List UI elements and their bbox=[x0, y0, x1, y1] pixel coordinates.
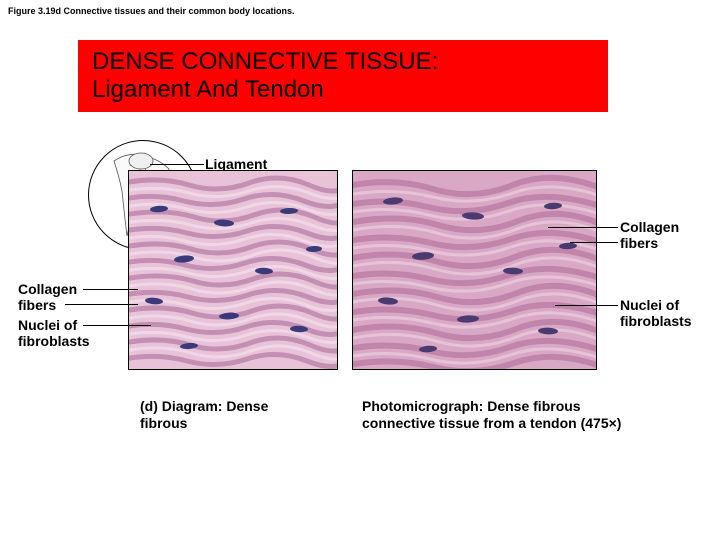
collagen-fibers-label-right: Collagen fibers bbox=[620, 219, 679, 251]
leader-line bbox=[83, 325, 151, 326]
photo-caption-bold: Photomicrograph: bbox=[362, 398, 487, 414]
leader-line bbox=[83, 289, 138, 290]
dense-fibrous-diagram bbox=[129, 171, 338, 370]
figure-caption: Figure 3.19d Connective tissues and thei… bbox=[8, 6, 295, 16]
photo-caption: Photomicrograph: Dense fibrous connectiv… bbox=[362, 398, 692, 432]
diagram-caption: (d) Diagram: Dense fibrous bbox=[140, 398, 350, 432]
leader-line bbox=[548, 227, 618, 228]
nuclei-fibroblasts-label-left: Nuclei of fibroblasts bbox=[18, 317, 90, 349]
leader-line bbox=[65, 304, 138, 305]
title-line-1: DENSE CONNECTIVE TISSUE: bbox=[92, 48, 608, 76]
diagram-panel bbox=[128, 170, 338, 370]
leader-line bbox=[570, 242, 618, 243]
leader-line bbox=[150, 164, 204, 165]
diagram-caption-bold: (d) Diagram: bbox=[140, 398, 226, 414]
photomicrograph-panel bbox=[352, 170, 597, 370]
title-line-2: Ligament And Tendon bbox=[92, 76, 608, 104]
nuclei-fibroblasts-label-right: Nuclei of fibroblasts bbox=[620, 297, 692, 329]
title-bar: DENSE CONNECTIVE TISSUE: Ligament And Te… bbox=[78, 40, 608, 112]
leader-line bbox=[555, 305, 618, 306]
dense-fibrous-photo bbox=[353, 171, 597, 370]
collagen-fibers-label-left: Collagen fibers bbox=[18, 281, 77, 313]
